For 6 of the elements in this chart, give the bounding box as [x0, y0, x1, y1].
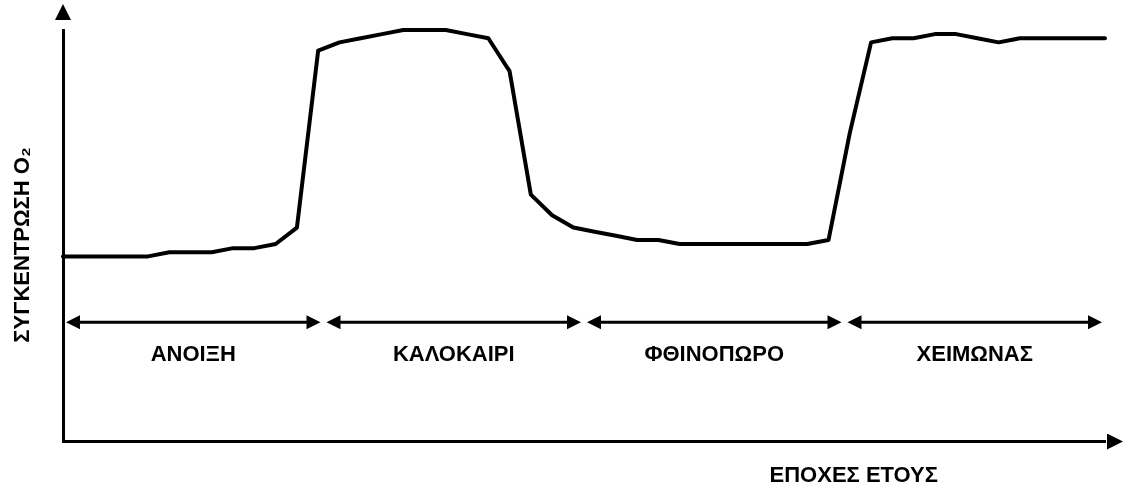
x-axis-title: ΕΠΟΧΕΣ ΕΤΟΥΣ — [769, 462, 938, 488]
annotation: ΑΝΟΙΞΗ — [150, 341, 236, 367]
annotation: ΧΕΙΜΩΝΑΣ — [916, 341, 1033, 367]
annotation: ΚΑΛΟΚΑΙΡΙ — [392, 341, 515, 367]
annotation: ΦΘΙΝΟΠΩΡΟ — [644, 341, 785, 367]
y-axis-title: ΣΥΓΚΕΝΤΡΩΣΗ O₂ — [9, 147, 35, 343]
